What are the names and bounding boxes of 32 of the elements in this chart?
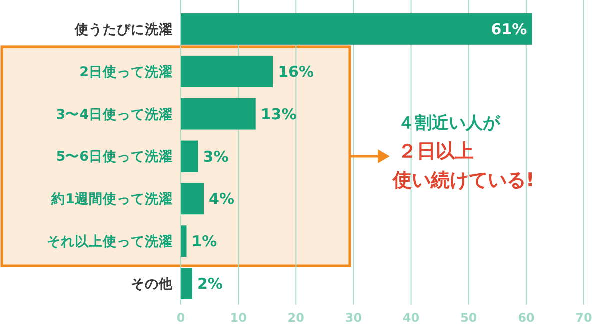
y-tick-label: 使うたびに洗濯: [74, 22, 173, 38]
data-label: 61%: [491, 20, 528, 38]
y-tick-label: それ以上使って洗濯: [47, 234, 173, 250]
y-tick-label: 2日使って洗濯: [80, 64, 173, 80]
bar: [181, 268, 193, 300]
y-tick-label: 5〜6日使って洗濯: [56, 149, 173, 166]
x-tick-label: 40: [402, 311, 420, 325]
y-tick-label: 約1週間使って洗濯: [50, 192, 173, 208]
annotation: 使い続けている!: [392, 170, 535, 192]
x-tick-label: 10: [230, 311, 247, 325]
bar: [181, 226, 187, 258]
x-tick-label: 70: [576, 311, 592, 325]
bar: [181, 14, 532, 45]
annotation: ２日以上: [398, 140, 474, 162]
x-tick-label: 50: [460, 311, 478, 325]
annotation: ４割近い人が: [398, 114, 501, 134]
data-label: 1%: [192, 232, 218, 251]
data-label: 2%: [198, 275, 223, 294]
data-label: 3%: [203, 148, 229, 166]
bar: [181, 56, 274, 88]
y-tick-label: その他: [131, 276, 174, 293]
data-label: 13%: [260, 105, 297, 124]
data-label: 4%: [209, 190, 234, 208]
bar: [181, 140, 198, 172]
x-tick-label: 0: [176, 311, 186, 325]
bar: [181, 98, 256, 130]
bar: [181, 183, 204, 215]
data-label: 16%: [278, 62, 314, 81]
x-tick-label: 60: [518, 311, 535, 325]
y-tick-label: 3〜4日使って洗濯: [56, 106, 173, 123]
x-tick-label: 20: [288, 311, 304, 325]
x-tick-label: 30: [345, 311, 362, 325]
